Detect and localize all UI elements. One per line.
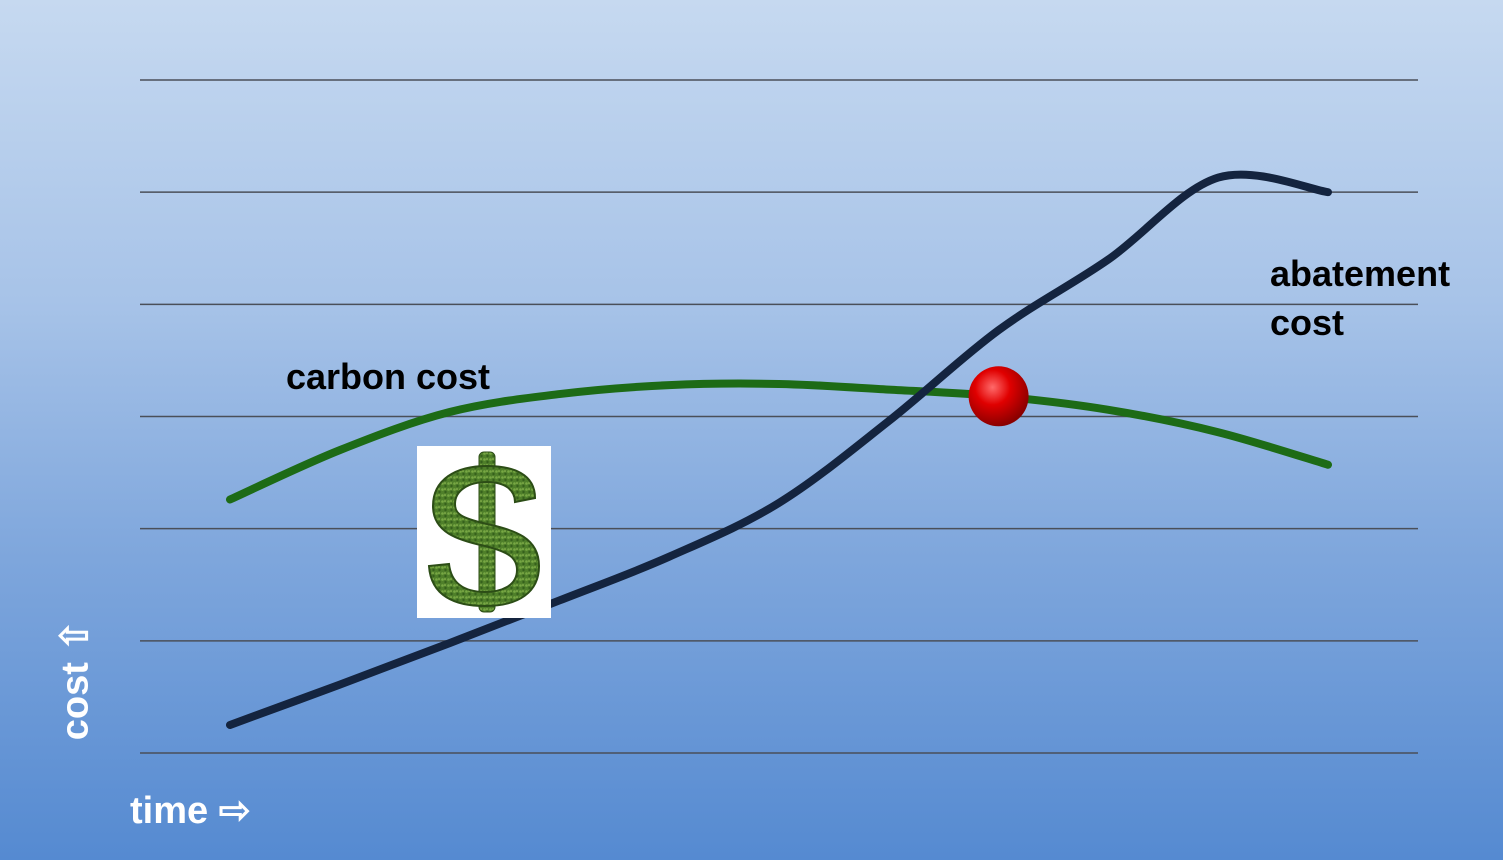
y-axis-label: cost ⇧ xyxy=(54,619,97,741)
carbon-cost-line xyxy=(226,379,1332,504)
grid xyxy=(140,79,1418,754)
carbon-cost-label: carbon cost xyxy=(286,356,491,397)
abatement-cost-label: abatement cost xyxy=(1270,250,1500,347)
abatement-cost-label-line2: cost xyxy=(1270,301,1345,343)
dollar-sign-image xyxy=(417,446,551,618)
intersection-point xyxy=(968,366,1029,427)
series-lines xyxy=(226,170,1332,729)
markers xyxy=(968,366,1029,427)
abatement-cost-label-line1: abatement xyxy=(1270,253,1451,294)
green-grass-dollar-sign-icon xyxy=(427,451,541,613)
x-axis-label: time ⇨ xyxy=(130,790,251,832)
abatement-cost-line xyxy=(226,170,1332,729)
